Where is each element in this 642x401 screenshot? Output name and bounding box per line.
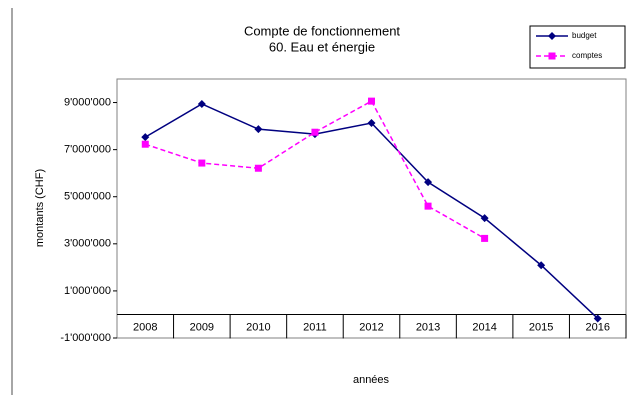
marker xyxy=(141,140,149,148)
legend-label: budget xyxy=(572,31,597,40)
marker xyxy=(311,128,319,136)
legend-marker xyxy=(548,52,556,60)
marker xyxy=(424,178,433,187)
x-tick-label: 2011 xyxy=(303,321,327,333)
chart-title: Compte de fonctionnement xyxy=(244,23,400,38)
y-tick-label: 5'000'000 xyxy=(64,191,111,203)
marker xyxy=(424,202,432,210)
marker xyxy=(481,234,489,242)
x-tick-label: 2012 xyxy=(359,321,383,333)
marker xyxy=(198,159,206,167)
plot-area xyxy=(116,78,627,339)
y-tick-label: -1'000'000 xyxy=(60,332,111,344)
y-tick-label: 9'000'000 xyxy=(64,96,111,108)
marker xyxy=(480,214,489,223)
marker xyxy=(254,164,262,172)
series-line xyxy=(145,100,485,240)
x-tick-label: 2016 xyxy=(585,321,609,333)
series-line xyxy=(144,103,599,320)
x-axis-label: années xyxy=(353,374,390,386)
legend-marker xyxy=(548,32,556,40)
marker xyxy=(141,133,150,142)
x-tick-label: 2014 xyxy=(472,321,496,333)
marker xyxy=(537,261,546,270)
x-tick-label: 2013 xyxy=(416,321,440,333)
legend xyxy=(529,25,626,69)
x-tick-label: 2008 xyxy=(133,321,157,333)
x-tick-label: 2009 xyxy=(190,321,214,333)
y-tick-label: 1'000'000 xyxy=(64,285,111,297)
x-tick-label: 2015 xyxy=(529,321,553,333)
chart-subtitle: 60. Eau et énergie xyxy=(269,39,375,54)
y-tick-label: 3'000'000 xyxy=(64,238,111,250)
legend-label: comptes xyxy=(572,51,602,60)
marker xyxy=(197,99,206,108)
marker xyxy=(593,314,602,323)
y-tick-label: 7'000'000 xyxy=(64,144,111,156)
marker xyxy=(368,97,375,105)
y-axis-label: montants (CHF) xyxy=(34,169,46,247)
x-tick-label: 2010 xyxy=(246,321,270,333)
marker xyxy=(367,119,376,128)
marker xyxy=(254,125,263,134)
